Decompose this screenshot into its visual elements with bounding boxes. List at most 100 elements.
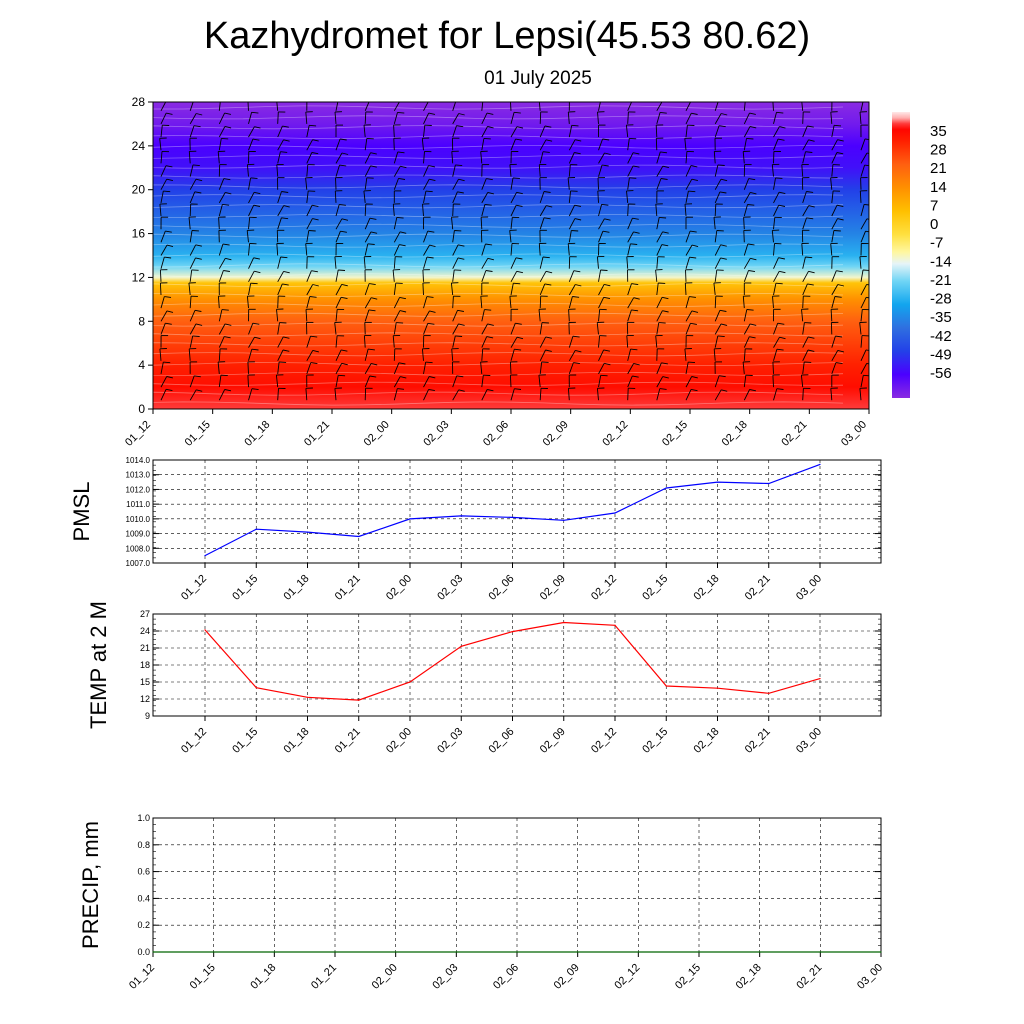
x-tick-label: 01_15	[230, 573, 260, 603]
wind-barb	[189, 269, 193, 282]
wind-barb-feather	[630, 243, 638, 245]
wind-barb	[422, 269, 424, 282]
wind-barb	[510, 271, 518, 283]
wind-barb-feather	[341, 152, 349, 155]
wind-barb-feather	[311, 152, 319, 155]
wind-barb	[277, 271, 284, 283]
wind-barb	[773, 191, 780, 204]
wind-barb	[334, 256, 337, 269]
colorbar-label: 7	[930, 198, 938, 215]
wind-barb-feather	[691, 388, 698, 392]
wind-barb	[773, 217, 776, 230]
wind-barb-feather	[662, 231, 669, 234]
wind-barb-feather	[369, 217, 377, 220]
wind-barb	[363, 190, 366, 203]
wind-barb	[218, 217, 220, 230]
colorbar-label: -49	[930, 346, 952, 363]
wind-barb	[218, 309, 223, 322]
wind-barb	[248, 388, 253, 401]
wind-barb	[480, 151, 483, 164]
wind-barb-feather	[808, 205, 815, 208]
wind-barb	[247, 102, 249, 111]
wind-barb-feather	[513, 282, 521, 285]
wind-barb	[656, 256, 659, 269]
wind-barb	[510, 388, 515, 401]
wind-barb	[743, 389, 751, 401]
wind-barb	[685, 113, 692, 125]
wind-barb	[393, 112, 398, 125]
wind-barb	[801, 164, 804, 177]
temp-2m-panel: 9 12 15 18 21 24 27 01_12 01_15 01_18 01_21 02_00 02…	[86, 601, 882, 756]
wind-barb	[802, 139, 809, 151]
plot-frame	[152, 459, 882, 564]
contour-line	[153, 204, 844, 209]
wind-barb	[189, 191, 196, 204]
wind-barb	[481, 126, 488, 138]
wind-barb	[393, 362, 400, 375]
pmsl-point	[716, 481, 719, 483]
wind-barb	[248, 126, 255, 138]
wind-barb-feather	[833, 230, 841, 232]
wind-barb-feather	[370, 363, 378, 366]
wind-barb	[627, 177, 630, 190]
wind-barb	[306, 164, 309, 177]
x-tick-label: 02_12	[589, 573, 619, 603]
x-tick-label: 02_18	[720, 419, 750, 449]
x-tick-label: 02_21	[743, 573, 773, 603]
wind-barb-feather	[545, 139, 553, 142]
wind-barb-feather	[514, 348, 522, 351]
wind-barb	[393, 165, 401, 177]
wind-barb	[802, 296, 804, 309]
wind-barb-feather	[571, 124, 579, 127]
x-tick-label: 02_06	[491, 962, 521, 992]
x-tick-label: 02_09	[541, 419, 571, 449]
wind-barb	[393, 151, 399, 164]
precip-point	[759, 951, 761, 953]
wind-barb-feather	[400, 165, 407, 169]
wind-barb-feather	[746, 137, 754, 140]
wind-barb-feather	[397, 388, 405, 390]
wind-barb	[160, 244, 168, 256]
wind-barb-feather	[254, 191, 261, 195]
wind-barb	[509, 164, 512, 177]
wind-barb-feather	[196, 113, 203, 116]
wind-barb	[539, 111, 542, 124]
contour-line	[153, 273, 844, 278]
y-tick-label: 18	[140, 660, 150, 670]
wind-barb	[277, 125, 283, 138]
wind-barb-feather	[545, 336, 552, 339]
wind-barb	[335, 309, 338, 322]
wind-barb-feather	[516, 204, 523, 207]
wind-barb	[802, 125, 808, 138]
wind-barb	[802, 322, 805, 335]
wind-barb-feather	[166, 310, 174, 313]
wind-barb-feather	[749, 323, 757, 326]
contour-line	[153, 164, 844, 169]
wind-barb	[393, 125, 395, 138]
x-tick-label: 02_12	[589, 726, 619, 756]
wind-barb-feather	[546, 205, 553, 208]
x-tick-label: 01_21	[302, 419, 332, 449]
wind-barb	[567, 177, 570, 190]
wind-barb	[481, 336, 488, 348]
precip-point	[637, 951, 639, 953]
x-tick-label: 01_15	[188, 962, 218, 992]
wind-barb-feather	[601, 99, 608, 100]
wind-barb-feather	[604, 362, 611, 366]
wind-barb	[831, 152, 838, 164]
wind-barb	[306, 296, 311, 309]
wind-barb-feather	[399, 310, 407, 313]
y-tick-label: 1012.0	[126, 485, 151, 494]
wind-barb-feather	[192, 164, 200, 167]
wind-barb	[859, 322, 862, 335]
wind-barb-feather	[458, 244, 465, 247]
wind-barb	[481, 258, 489, 269]
temp-2m-point	[716, 687, 719, 689]
wind-barb	[277, 205, 285, 217]
x-tick-label: 02_12	[600, 419, 630, 449]
wind-barb	[481, 375, 484, 388]
wind-barb	[393, 376, 401, 388]
y-tick-label: 9	[145, 711, 150, 721]
wind-barb	[510, 126, 518, 138]
x-tick-label: 02_12	[612, 962, 642, 992]
